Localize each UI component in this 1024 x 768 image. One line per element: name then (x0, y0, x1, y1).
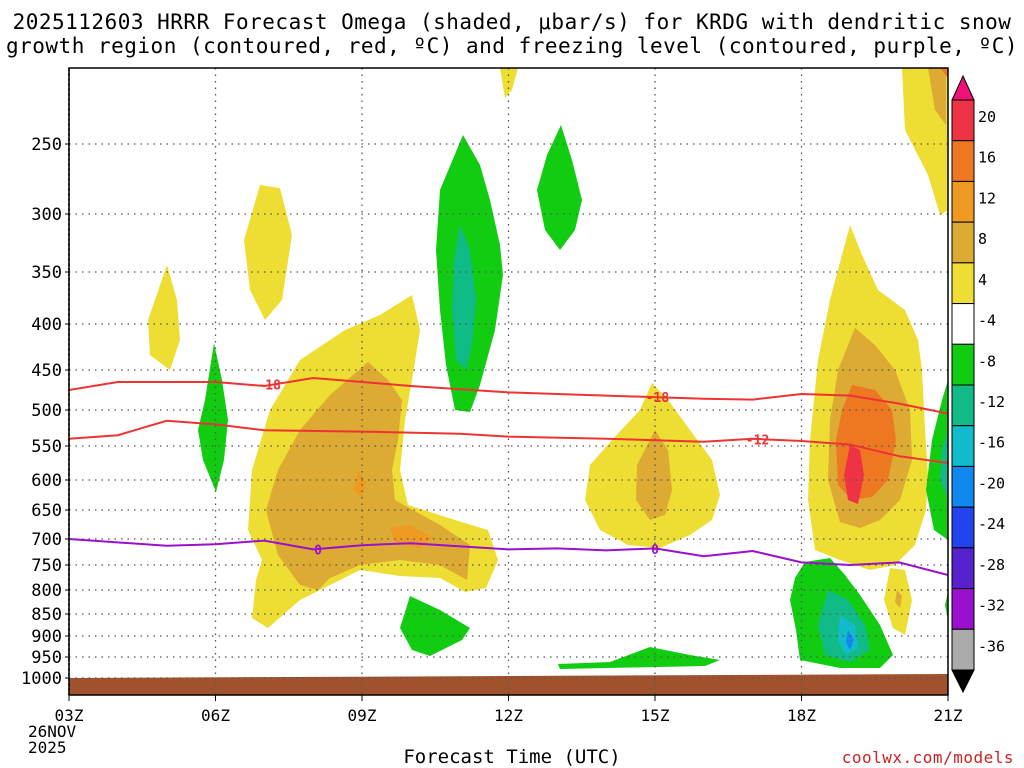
colorbar-label: 16 (978, 149, 996, 167)
colorbar-segment (951, 628, 975, 671)
y-tick-label: 350 (31, 263, 62, 283)
y-tick-label: 400 (31, 315, 62, 335)
y-tick-label: 300 (31, 205, 62, 225)
colorbar-segment (951, 140, 975, 182)
colorbar-label: 4 (978, 271, 987, 289)
colorbar-segment (951, 262, 975, 305)
y-tick-label: 450 (31, 361, 62, 381)
y-tick-label: 950 (31, 648, 62, 668)
colorbar-label: 8 (978, 230, 987, 248)
colorbar-segment (951, 547, 975, 590)
contour-label: -18 (257, 378, 281, 393)
colorbar-label: -24 (978, 515, 1005, 533)
colorbar-segment (951, 303, 975, 345)
omega-region (928, 68, 946, 125)
colorbar-label: -8 (978, 352, 996, 370)
colorbar-label: -4 (978, 312, 996, 330)
credit-text: coolwx.com/models (841, 748, 1014, 767)
x-axis: 03Z 06Z 09Z 12Z 15Z 18Z 21Z (55, 695, 963, 725)
contour-minus12-line (69, 419, 948, 464)
contour-label: -18 (646, 391, 670, 406)
y-tick-label: 1000 (21, 669, 62, 689)
omega-region (400, 596, 470, 656)
colorbar-segment (951, 506, 975, 549)
y-axis: 2503003504004505005506006507007508008509… (21, 135, 69, 689)
omega-region (390, 525, 432, 548)
y-tick-label: 650 (31, 501, 62, 521)
omega-shading-negative (198, 125, 948, 669)
colorbar-label: -28 (978, 556, 1005, 574)
colorbar-label: -32 (978, 597, 1005, 615)
colorbar-label: 12 (978, 189, 996, 207)
y-tick-label: 800 (31, 581, 62, 601)
colorbar-segment (951, 588, 975, 630)
colorbar-segment (951, 384, 975, 427)
contours: -18 -18 -12 0 0 (69, 376, 948, 576)
colorbar-label: -20 (978, 474, 1005, 492)
x-axis-title: Forecast Time (UTC) (403, 746, 621, 768)
y-tick-label: 250 (31, 135, 62, 155)
x-tick-label: 09Z (348, 706, 377, 725)
colorbar-label: -36 (978, 637, 1005, 655)
omega-region (940, 68, 948, 78)
colorbar-label: -16 (978, 434, 1005, 452)
x-tick-label: 12Z (494, 706, 523, 725)
omega-region (148, 265, 180, 370)
colorbar-label: 20 (978, 108, 996, 126)
contour-label: -12 (746, 434, 769, 449)
y-tick-label: 600 (31, 471, 62, 491)
colorbar-segment (951, 221, 975, 264)
freezing-level-line (69, 538, 948, 576)
omega-region (558, 647, 720, 669)
y-tick-label: 550 (31, 437, 62, 457)
omega-region (926, 380, 948, 540)
y-tick-label: 750 (31, 556, 62, 576)
omega-region (354, 470, 366, 498)
colorbar-arrow-bottom (951, 669, 975, 694)
contour-minus18-line (69, 376, 948, 415)
ground-terrain (69, 674, 948, 695)
colorbar-segment (951, 425, 975, 467)
contour-label: 0 (314, 543, 322, 558)
colorbar-segment (951, 180, 975, 223)
x-tick-label: 03Z (55, 706, 84, 725)
start-date-year: 2025 (28, 738, 67, 757)
chart-title-line1: 2025112603 HRRR Forecast Omega (shaded, … (12, 10, 1012, 34)
x-tick-label: 15Z (641, 706, 670, 725)
omega-region (244, 185, 292, 320)
chart-title-line2: growth region (contoured, red, ºC) and f… (5, 34, 1019, 58)
colorbar-segment (951, 343, 975, 386)
y-tick-label: 700 (31, 530, 62, 550)
omega-region (537, 125, 582, 250)
colorbar-segment (951, 99, 975, 142)
omega-region (846, 630, 854, 650)
colorbar-segment (951, 465, 975, 508)
omega-region (940, 430, 948, 500)
omega-region (636, 430, 672, 520)
colorbar: 20 16 12 8 4 -4 -8 -12 -16 -20 -24 -28 -32 -36 (951, 74, 1005, 694)
y-tick-label: 500 (31, 401, 62, 421)
omega-region (452, 225, 476, 370)
x-tick-label: 06Z (201, 706, 230, 725)
omega-region (500, 68, 518, 98)
omega-region (844, 445, 864, 504)
start-date-day: 26NOV (28, 722, 77, 741)
x-tick-label: 21Z (934, 706, 963, 725)
y-tick-label: 850 (31, 605, 62, 625)
contour-label: 0 (651, 543, 659, 558)
colorbar-arrow-top (951, 74, 975, 101)
omega-region (895, 590, 902, 608)
y-tick-label: 900 (31, 627, 62, 647)
x-tick-label: 18Z (787, 706, 816, 725)
omega-region (198, 343, 228, 492)
colorbar-label: -12 (978, 393, 1005, 411)
